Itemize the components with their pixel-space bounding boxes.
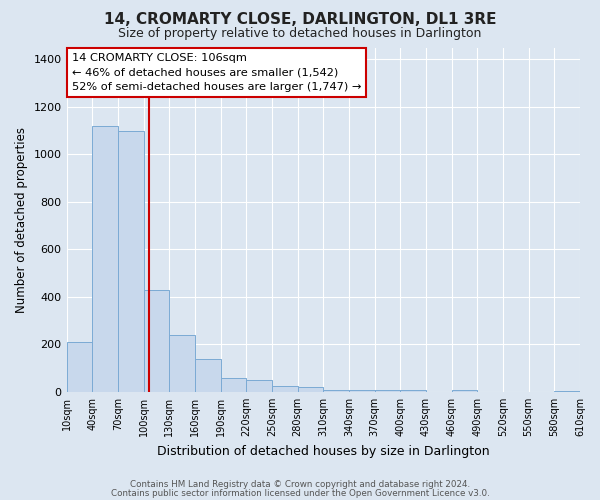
Bar — [92, 126, 118, 392]
Bar — [143, 290, 169, 392]
X-axis label: Distribution of detached houses by size in Darlington: Distribution of detached houses by size … — [157, 444, 490, 458]
Text: 14, CROMARTY CLOSE, DARLINGTON, DL1 3RE: 14, CROMARTY CLOSE, DARLINGTON, DL1 3RE — [104, 12, 496, 28]
Text: Contains HM Land Registry data © Crown copyright and database right 2024.: Contains HM Land Registry data © Crown c… — [130, 480, 470, 489]
Y-axis label: Number of detached properties: Number of detached properties — [15, 126, 28, 312]
Bar — [169, 335, 195, 392]
Text: 14 CROMARTY CLOSE: 106sqm
← 46% of detached houses are smaller (1,542)
52% of se: 14 CROMARTY CLOSE: 106sqm ← 46% of detac… — [71, 52, 361, 92]
Bar — [67, 342, 92, 392]
Bar — [554, 390, 580, 392]
Text: Size of property relative to detached houses in Darlington: Size of property relative to detached ho… — [118, 28, 482, 40]
Bar — [221, 378, 246, 392]
Bar — [323, 390, 349, 392]
Bar — [400, 390, 426, 392]
Bar — [374, 390, 400, 392]
Bar — [349, 390, 374, 392]
Bar — [272, 386, 298, 392]
Bar — [298, 387, 323, 392]
Bar — [246, 380, 272, 392]
Text: Contains public sector information licensed under the Open Government Licence v3: Contains public sector information licen… — [110, 488, 490, 498]
Bar — [118, 130, 143, 392]
Bar — [452, 390, 478, 392]
Bar — [195, 358, 221, 392]
